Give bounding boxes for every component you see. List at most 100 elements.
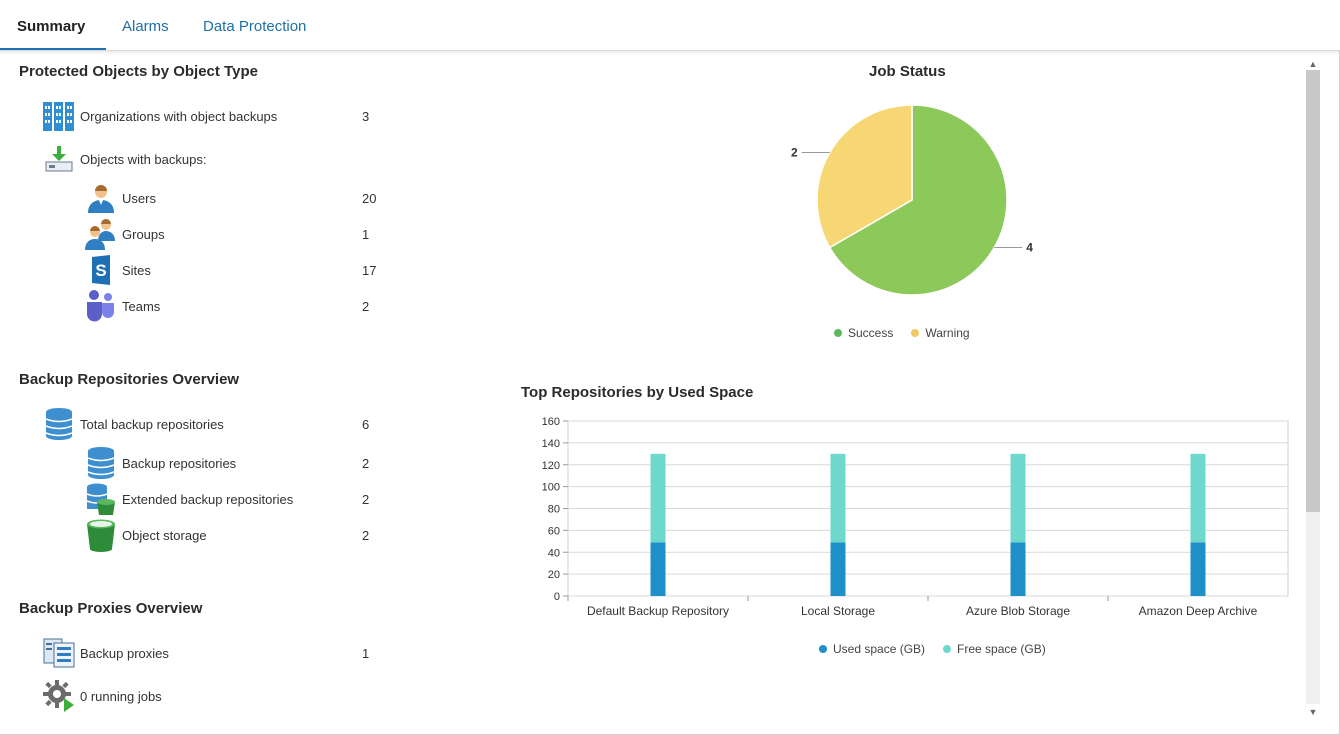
extended-repository-icon	[84, 482, 118, 516]
y-tick-label: 140	[542, 438, 560, 450]
gear-play-icon	[42, 679, 76, 713]
teams-count: 2	[362, 298, 370, 314]
backup-proxies-row: Backup proxies	[42, 637, 169, 669]
database-icon	[84, 446, 118, 480]
backup-proxies-count: 1	[362, 645, 370, 661]
vertical-scrollbar[interactable]: ▲ ▼	[1304, 56, 1322, 720]
backup-repositories-row: Backup repositories	[84, 447, 236, 479]
bar-used	[1010, 542, 1026, 596]
extended-repositories-row: Extended backup repositories	[84, 483, 293, 515]
objects-with-backups-row: Objects with backups:	[42, 143, 206, 175]
organizations-label: Organizations with object backups	[80, 108, 278, 124]
bar-free	[650, 453, 666, 543]
organization-icon	[42, 99, 76, 133]
y-tick-label: 160	[542, 416, 560, 428]
running-jobs-label: 0 running jobs	[80, 688, 162, 704]
free-legend-marker	[943, 645, 952, 653]
extended-repositories-count: 2	[362, 491, 370, 507]
legend-item-used: Used space (GB)	[819, 642, 925, 656]
groups-count: 1	[362, 226, 370, 242]
proxy-server-icon	[42, 636, 76, 670]
active-tab-indicator	[0, 48, 106, 50]
success-legend-marker	[834, 329, 842, 337]
organizations-count-row: 3	[362, 100, 369, 132]
scroll-down-icon[interactable]: ▼	[1308, 707, 1318, 717]
total-repositories-label: Total backup repositories	[80, 416, 224, 432]
object-storage-count-row: 2	[362, 519, 369, 551]
top-repositories-title: Top Repositories by Used Space	[521, 384, 754, 401]
repositories-legend: Used space (GB) Free space (GB)	[819, 642, 1064, 656]
tab-summary[interactable]: Summary	[17, 18, 86, 35]
job-status-title: Job Status	[869, 63, 946, 80]
bucket-icon	[84, 518, 118, 552]
legend-item-warning: Warning	[911, 326, 970, 340]
x-tick-label: Default Backup Repository	[587, 604, 729, 618]
users-row: Users	[84, 182, 156, 214]
teams-count-row: 2	[362, 290, 369, 322]
users-label: Users	[122, 190, 156, 206]
sites-count-row: 17	[362, 254, 376, 286]
users-count: 20	[362, 190, 377, 206]
legend-free-label: Free space (GB)	[957, 642, 1046, 656]
pie-slice-success	[828, 104, 1008, 296]
top-repositories-bar-chart: 0 20 40 60 80 100 120 140 160 Default Backup Repo…	[542, 416, 1289, 618]
extended-repositories-count-row: 2	[362, 483, 369, 515]
extended-repositories-label: Extended backup repositories	[122, 491, 294, 507]
user-icon	[84, 181, 118, 215]
backup-proxies-count-row: 1	[362, 637, 369, 669]
y-tick-label: 80	[548, 504, 560, 516]
tab-bar: Summary Alarms Data Protection	[0, 0, 1340, 51]
bar-used	[650, 542, 666, 596]
y-tick-label: 100	[542, 482, 560, 494]
sharepoint-icon: S	[84, 253, 118, 287]
bar-used	[1190, 542, 1206, 596]
proxies-title: Backup Proxies Overview	[19, 600, 203, 617]
object-storage-count: 2	[362, 527, 370, 543]
y-tick-label: 40	[548, 547, 560, 559]
warning-legend-marker	[911, 329, 920, 337]
job-status-pie-chart: 42	[791, 104, 1033, 296]
groups-row: Groups	[84, 218, 165, 250]
total-repositories-count: 6	[362, 416, 370, 432]
legend-used-label: Used space (GB)	[833, 642, 926, 656]
object-storage-row: Object storage	[84, 518, 207, 552]
backup-repositories-label: Backup repositories	[122, 455, 237, 471]
x-tick-label: Local Storage	[801, 604, 875, 618]
backup-proxies-label: Backup proxies	[80, 645, 169, 661]
legend-success-label: Success	[848, 326, 894, 340]
teams-label: Teams	[122, 298, 161, 314]
teams-row: Teams	[84, 290, 160, 322]
scroll-up-icon[interactable]: ▲	[1308, 59, 1318, 69]
job-status-legend: Success Warning	[834, 326, 988, 340]
y-tick-label: 20	[548, 569, 560, 581]
backup-download-icon	[42, 142, 76, 176]
organizations-count: 3	[362, 108, 370, 124]
object-storage-label: Object storage	[122, 527, 207, 543]
pie-slice-warning	[816, 104, 913, 249]
legend-warning-label: Warning	[925, 326, 970, 340]
scroll-thumb[interactable]	[1306, 70, 1320, 512]
sites-row: S Sites	[84, 254, 151, 286]
total-repositories-count-row: 6	[362, 408, 369, 440]
bar-used	[830, 542, 846, 596]
groups-label: Groups	[122, 226, 165, 242]
x-tick-label: Azure Blob Storage	[966, 604, 1070, 618]
backup-repositories-count: 2	[362, 455, 370, 471]
users-count-row: 20	[362, 182, 376, 214]
group-icon	[84, 217, 118, 251]
bar-free	[1190, 453, 1206, 543]
pie-data-label: 2	[791, 146, 798, 160]
sites-label: Sites	[122, 262, 151, 278]
tab-data-protection[interactable]: Data Protection	[203, 18, 307, 35]
running-jobs-row: 0 running jobs	[42, 680, 162, 712]
y-tick-label: 60	[548, 525, 560, 537]
svg-text:S: S	[95, 261, 106, 280]
database-icon	[42, 407, 76, 441]
protected-objects-title: Protected Objects by Object Type	[19, 63, 258, 80]
tab-alarms[interactable]: Alarms	[122, 18, 169, 35]
legend-item-success: Success	[834, 326, 893, 340]
x-tick-label: Amazon Deep Archive	[1139, 604, 1258, 618]
backup-repositories-count-row: 2	[362, 447, 369, 479]
legend-item-free: Free space (GB)	[943, 642, 1046, 656]
